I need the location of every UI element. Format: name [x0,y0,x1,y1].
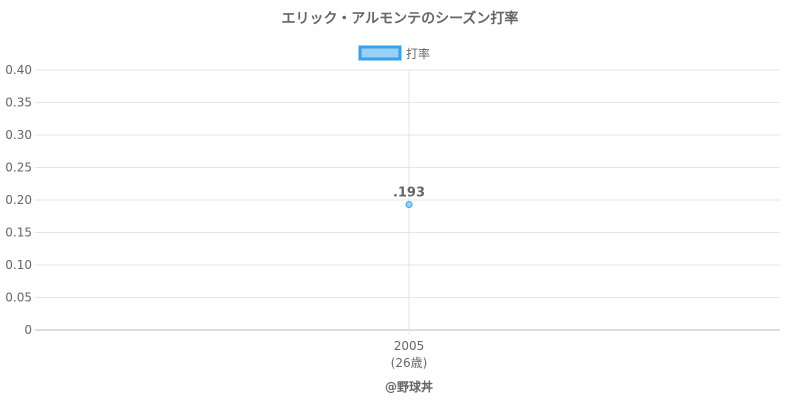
y-tick-label: 0.20 [5,193,32,207]
chart-title: エリック・アルモンテのシーズン打率 [282,10,519,27]
legend-label[interactable]: 打率 [406,46,430,61]
data-label: .193 [393,186,425,201]
legend-swatch[interactable] [358,45,402,61]
x-tick-sublabel: (26歳) [391,356,428,370]
y-tick-label: 0.15 [5,226,32,240]
y-tick-label: 0.30 [5,128,32,142]
x-tick-label: 2005 [394,339,425,353]
y-tick-label: 0.35 [5,96,32,110]
credit: @野球丼 [385,379,433,394]
y-tick-label: 0.05 [5,291,32,305]
y-tick-label: 0.40 [5,63,32,77]
data-point[interactable] [405,201,413,209]
y-tick-label: 0.25 [5,161,32,175]
y-tick-label: 0 [24,323,32,337]
y-tick-label: 0.10 [5,258,32,272]
